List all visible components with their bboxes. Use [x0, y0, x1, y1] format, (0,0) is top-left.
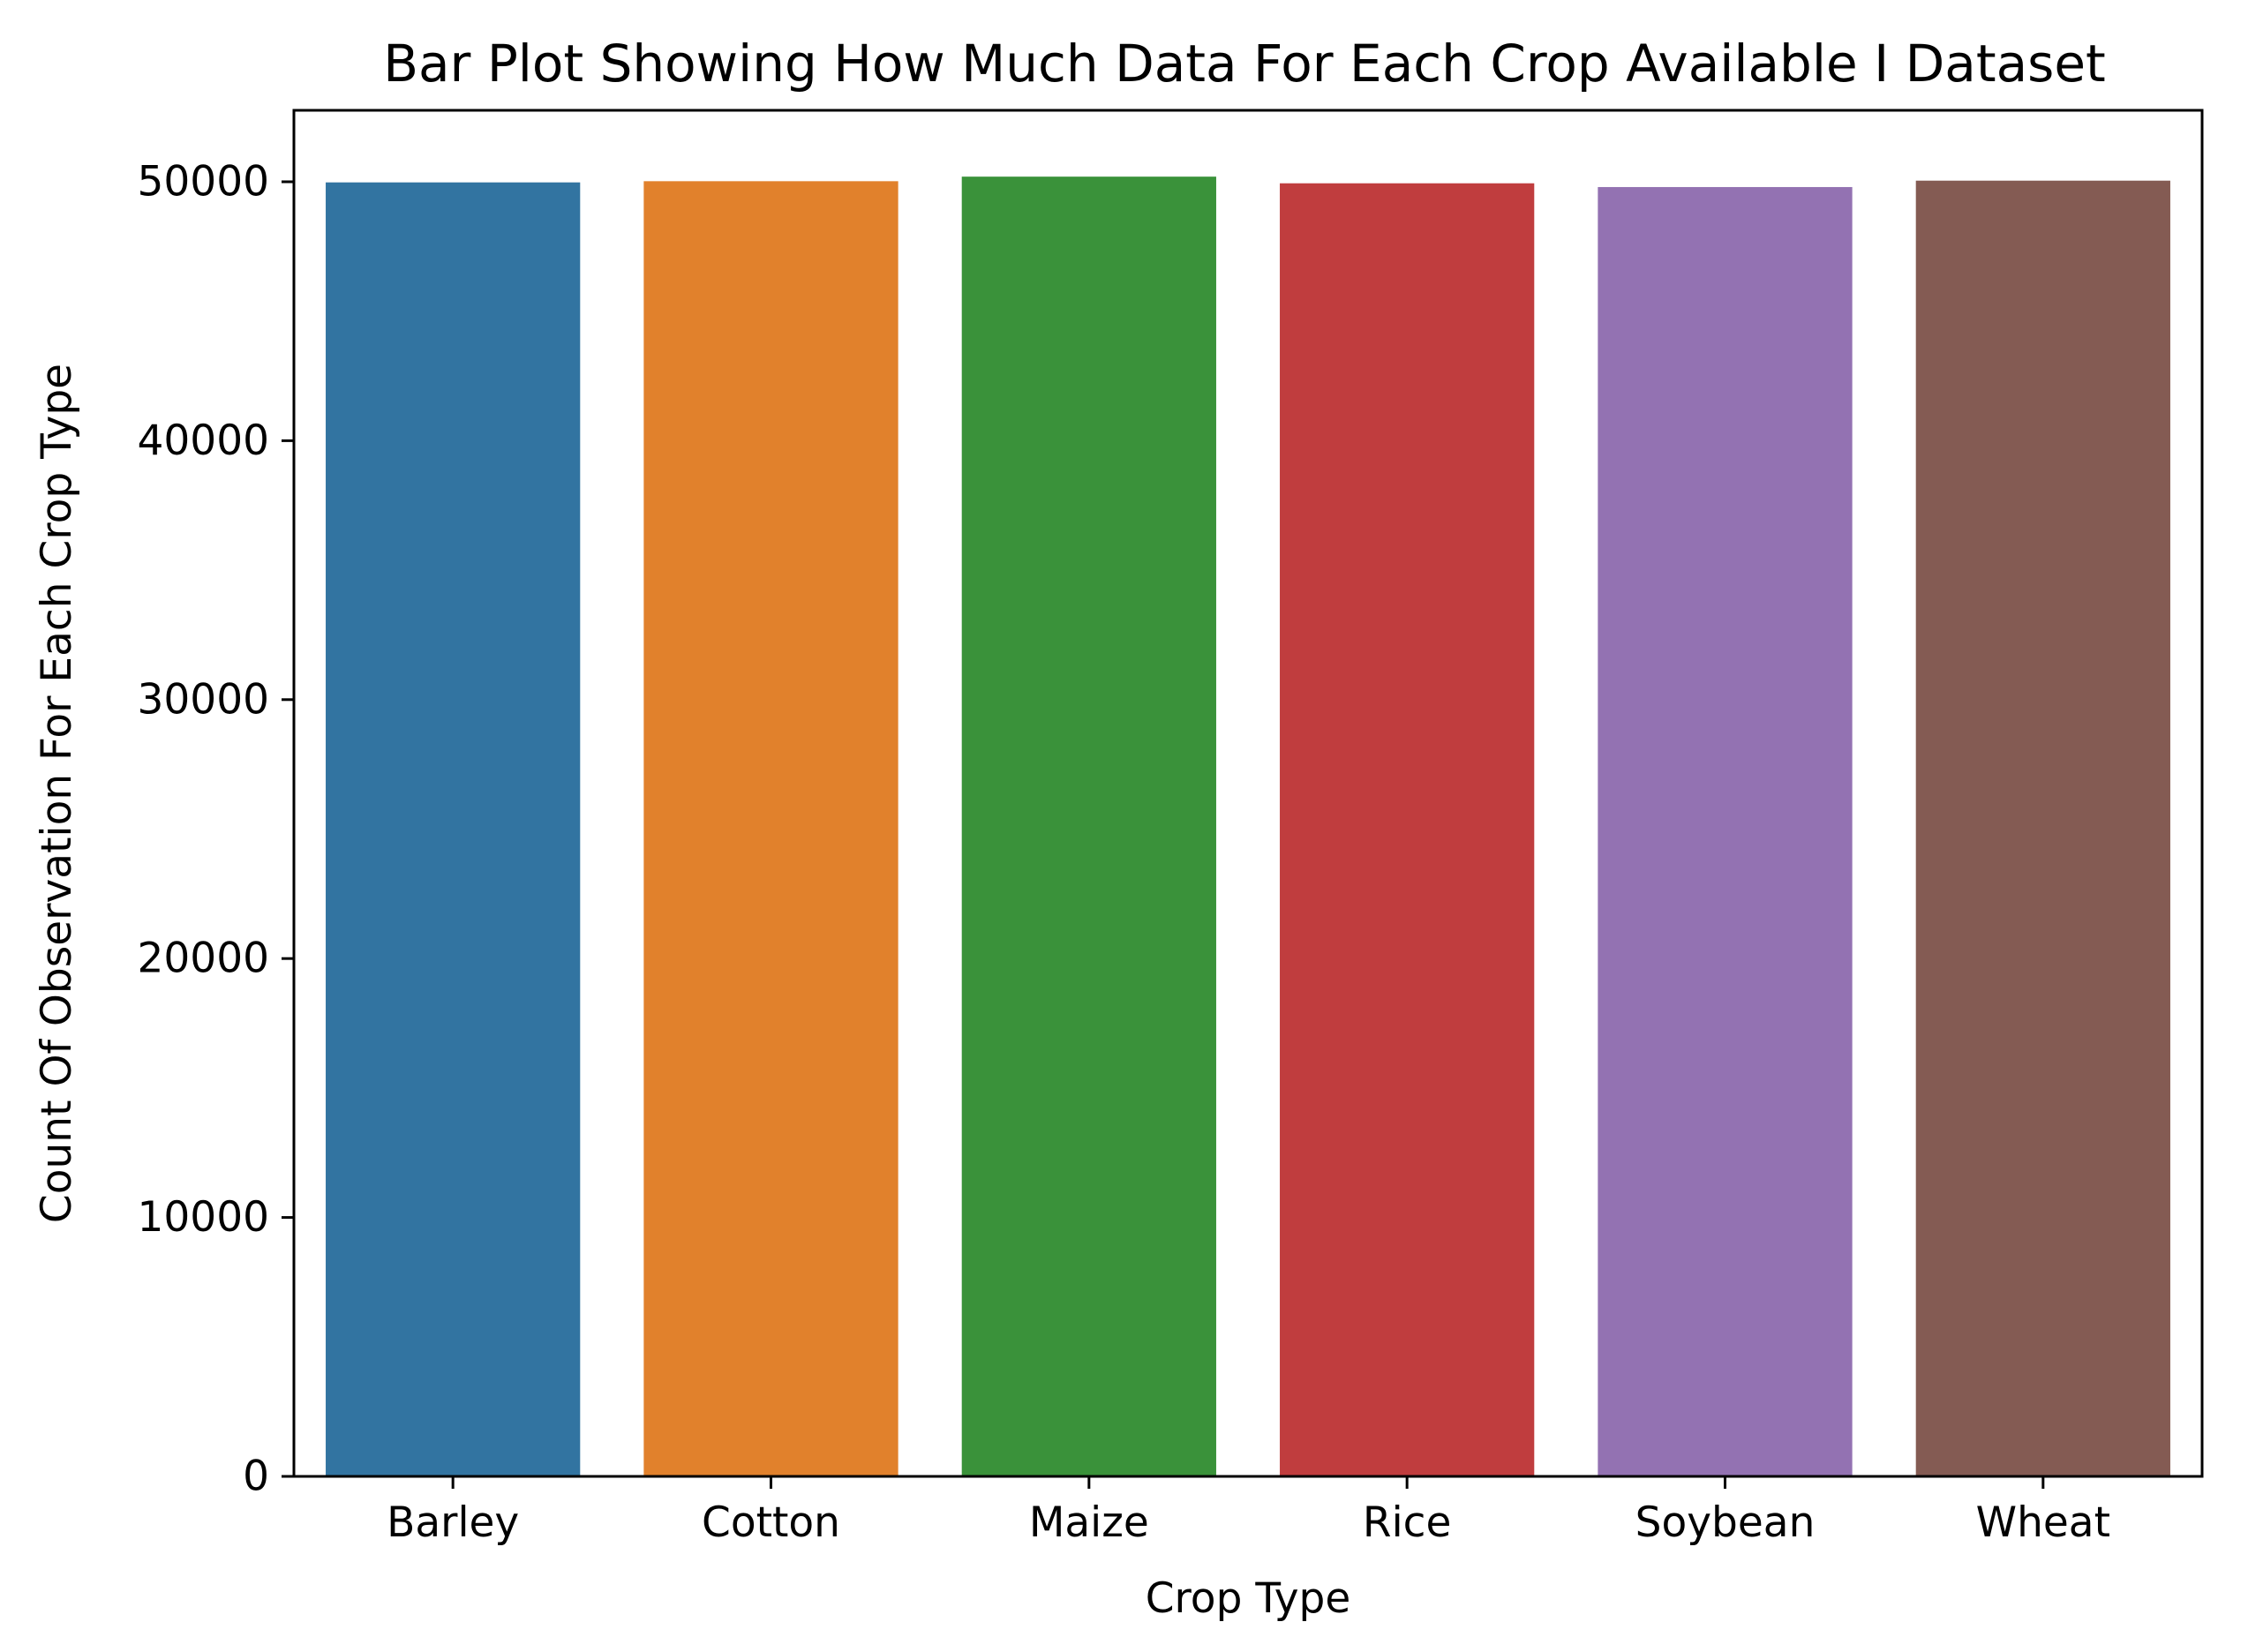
y-tick-label: 40000 [137, 417, 269, 465]
y-axis: 0 10000 20000 30000 40000 50000 [137, 157, 294, 1501]
bar-cotton [643, 181, 898, 1477]
bar-wheat [1915, 180, 2170, 1476]
bars-group [326, 176, 2170, 1477]
y-tick-label: 20000 [137, 935, 269, 983]
y-tick-label: 30000 [137, 675, 269, 724]
x-tick-label: Wheat [1976, 1498, 2110, 1547]
y-tick-label: 0 [243, 1453, 269, 1501]
bar-maize [961, 176, 1216, 1476]
x-axis-label: Crop Type [1146, 1574, 1351, 1623]
y-axis-label: Count Of Observation For Each Crop Type [33, 364, 81, 1223]
bar-soybean [1598, 186, 1853, 1476]
plot-frame [292, 109, 2204, 1478]
x-axis: Barley Cotton Maize Rice Soybean Wheat [387, 1476, 2110, 1547]
x-tick-label: Barley [387, 1498, 519, 1547]
x-tick-label: Soybean [1635, 1498, 1816, 1547]
y-tick-label: 10000 [137, 1193, 269, 1242]
y-tick-label: 50000 [137, 157, 269, 206]
x-tick-label: Rice [1363, 1498, 1451, 1547]
chart-title: Bar Plot Showing How Much Data For Each … [383, 34, 2106, 94]
x-tick-label: Maize [1029, 1498, 1149, 1547]
bar-barley [326, 182, 581, 1476]
bar-rice [1280, 183, 1535, 1477]
x-tick-label: Cotton [702, 1498, 840, 1547]
